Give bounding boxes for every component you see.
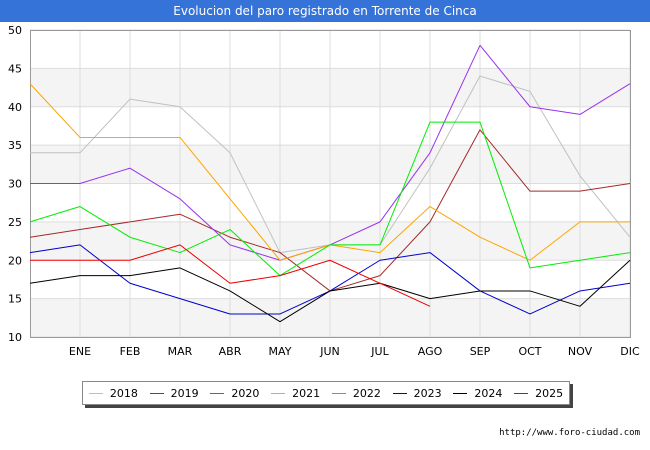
legend-item-2023: 2023 [392, 386, 442, 400]
x-tick-label: OCT [518, 345, 541, 358]
x-axis: ENE FEB MAR ABR MAY JUN JUL AGO SEP OCT NOV DIC [69, 345, 640, 358]
x-tick-label: JUL [370, 345, 389, 358]
chart-title: Evolucion del paro registrado en Torrent… [0, 0, 650, 22]
x-tick-label: MAY [269, 345, 292, 358]
legend-label: 2023 [413, 386, 442, 400]
y-tick-label: 15 [8, 293, 22, 306]
y-tick-label: 50 [8, 24, 22, 37]
legend-item-2021: 2021 [271, 387, 320, 400]
y-tick-label: 40 [8, 101, 22, 114]
legend-item-2019: 2019 [149, 386, 199, 400]
legend-label: 2024 [474, 386, 503, 400]
legend-label: 2021 [292, 386, 321, 400]
y-axis: 10 15 20 25 30 35 40 45 50 [8, 24, 22, 344]
legend-label: 2019 [170, 386, 199, 400]
y-tick-label: 30 [8, 178, 22, 191]
y-tick-label: 10 [8, 331, 22, 344]
x-tick-label: DIC [620, 345, 640, 358]
x-tick-label: MAR [168, 345, 193, 358]
x-tick-label: FEB [120, 345, 141, 358]
series-line-2025 [30, 244, 431, 307]
x-tick-label: SEP [470, 345, 491, 358]
legend-swatch [149, 392, 164, 394]
legend-swatch [331, 392, 346, 394]
series-lines [29, 44, 631, 323]
y-tick-label: 20 [8, 254, 22, 267]
legend-label: 2020 [231, 386, 260, 400]
x-tick-label: JUN [319, 345, 340, 358]
series-line-2024 [29, 259, 631, 323]
legend-item-2024: 2024 [453, 387, 502, 400]
legend-label: 2022 [352, 386, 381, 400]
y-tick-label: 45 [8, 62, 22, 75]
series-line-2022 [29, 121, 631, 277]
legend-swatch [88, 392, 103, 394]
legend-item-2020: 2020 [210, 387, 259, 400]
legend-item-2022: 2022 [331, 386, 381, 400]
x-tick-label: ABR [219, 345, 242, 358]
legend-swatch [210, 392, 225, 394]
source-credit: http://www.foro-ciudad.com [499, 428, 640, 438]
y-tick-label: 25 [8, 216, 22, 229]
legend-item-2025: 2025 [514, 387, 563, 400]
legend-label: 2018 [109, 386, 138, 400]
legend-swatch [271, 392, 286, 394]
y-tick-label: 35 [8, 139, 22, 152]
legend-label: 2025 [535, 386, 564, 400]
legend-item-2018: 2018 [88, 386, 138, 400]
legend-swatch [514, 392, 529, 394]
x-tick-label: ENE [69, 345, 91, 358]
legend: 2018 2019 2020 2021 2022 2023 2024 2025 [82, 381, 570, 405]
x-tick-label: AGO [418, 345, 443, 358]
legend-swatch [392, 392, 407, 394]
legend-swatch [453, 392, 468, 394]
x-tick-label: NOV [568, 345, 593, 358]
